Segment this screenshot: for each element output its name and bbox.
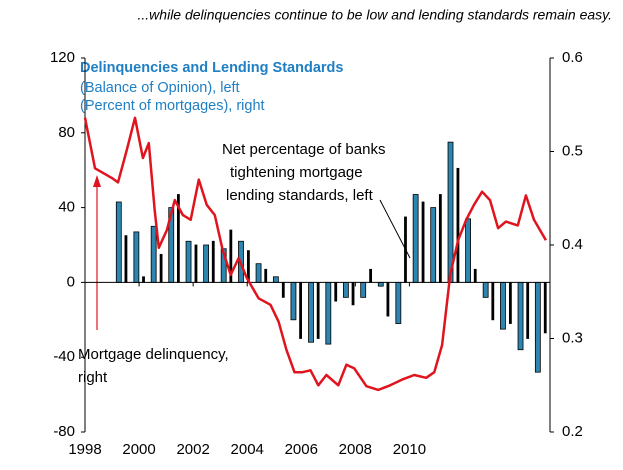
y2-tick-label: 0.2 bbox=[562, 423, 583, 440]
bar bbox=[517, 281, 524, 351]
bar bbox=[203, 244, 210, 283]
y-tick-label: 120 bbox=[50, 49, 75, 66]
bar bbox=[264, 268, 268, 283]
bar bbox=[325, 281, 332, 345]
bar bbox=[465, 218, 471, 283]
bar bbox=[404, 216, 407, 283]
bar bbox=[473, 268, 477, 283]
bar bbox=[290, 281, 297, 321]
bar bbox=[159, 253, 163, 283]
bar bbox=[211, 240, 215, 283]
x-tick-label: 1998 bbox=[68, 441, 101, 458]
bar bbox=[115, 201, 122, 283]
bar bbox=[369, 268, 373, 283]
x-tick-label: 2004 bbox=[231, 441, 264, 458]
bar bbox=[360, 281, 367, 298]
y2-tick-label: 0.6 bbox=[562, 49, 583, 66]
bar bbox=[334, 281, 338, 302]
y-tick-label: 80 bbox=[58, 124, 75, 141]
annotation: right bbox=[78, 369, 108, 386]
bar bbox=[281, 281, 285, 298]
bar bbox=[255, 263, 262, 283]
bar bbox=[316, 281, 320, 339]
line bbox=[83, 116, 547, 392]
bar bbox=[185, 240, 192, 283]
x-tick-label: 2000 bbox=[122, 441, 155, 458]
bar bbox=[342, 281, 349, 298]
bar bbox=[534, 281, 541, 373]
y2-tick-label: 0.5 bbox=[562, 142, 583, 159]
x-tick-label: 2010 bbox=[393, 441, 426, 458]
bar bbox=[421, 201, 425, 283]
y-tick-label: 0 bbox=[67, 273, 75, 290]
bar bbox=[491, 281, 495, 321]
legend-entry: (Balance of Opinion), left bbox=[80, 80, 240, 96]
bar bbox=[308, 281, 314, 343]
bar bbox=[351, 281, 355, 306]
bar bbox=[430, 207, 437, 283]
bar bbox=[526, 281, 530, 339]
x-tick-label: 2008 bbox=[339, 441, 372, 458]
y-tick-label: -40 bbox=[53, 348, 75, 365]
annotation: lending standards, left bbox=[226, 187, 374, 204]
annotation: tightening mortgage bbox=[230, 164, 363, 181]
y-tick-label: 40 bbox=[58, 199, 75, 216]
bar bbox=[508, 281, 512, 324]
bar bbox=[133, 231, 140, 283]
bar bbox=[500, 281, 506, 330]
bar bbox=[194, 244, 198, 283]
annotation: Net percentage of banks bbox=[222, 141, 385, 158]
bar bbox=[386, 281, 390, 317]
bar bbox=[272, 276, 279, 283]
bar bbox=[543, 281, 547, 334]
y-tick-label: -80 bbox=[53, 423, 75, 440]
bar bbox=[482, 281, 489, 298]
heading: ...while delinquencies continue to be lo… bbox=[138, 7, 612, 23]
bar bbox=[299, 281, 302, 339]
y2-tick-label: 0.3 bbox=[562, 329, 583, 346]
bar bbox=[142, 276, 145, 283]
bar bbox=[124, 235, 128, 283]
chart-title: Delinquencies and Lending Standards bbox=[80, 60, 343, 76]
y2-tick-label: 0.4 bbox=[562, 236, 583, 253]
x-tick-label: 2006 bbox=[285, 441, 318, 458]
bar bbox=[456, 167, 460, 283]
bar bbox=[412, 194, 419, 283]
arrow-head bbox=[93, 175, 101, 187]
bar bbox=[438, 194, 442, 283]
bar bbox=[150, 225, 157, 283]
bar bbox=[377, 281, 384, 287]
x-tick-label: 2002 bbox=[176, 441, 209, 458]
bar bbox=[395, 281, 402, 324]
annotation: Mortgage delinquency, bbox=[78, 346, 229, 363]
legend-entry: (Percent of mortgages), right bbox=[80, 98, 265, 114]
